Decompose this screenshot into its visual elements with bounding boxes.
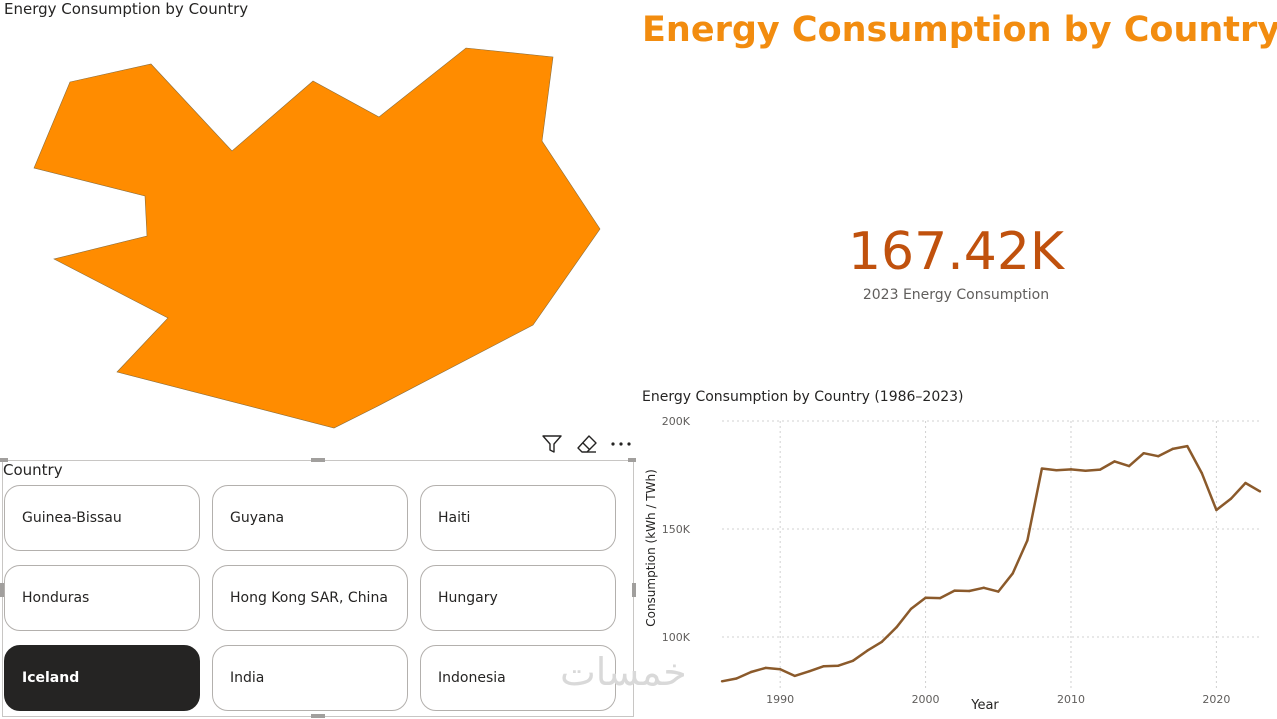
slicer-item-label: Honduras [22, 590, 90, 606]
data-point[interactable] [880, 640, 884, 643]
slicer-item-label: Iceland [22, 670, 80, 686]
x-tick-label: 2010 [1057, 693, 1085, 706]
data-point[interactable] [1098, 468, 1102, 471]
x-tick-label: 2000 [912, 693, 940, 706]
x-tick-label: 1990 [766, 693, 794, 706]
y-gridlines [722, 420, 1260, 638]
slicer-item-label: Haiti [438, 510, 471, 526]
y-tick-label: 150K [662, 523, 691, 536]
kpi-value: 167.42K [847, 222, 1065, 282]
slicer-item-label: Indonesia [438, 670, 506, 686]
data-point[interactable] [1127, 464, 1131, 468]
map-title: Energy Consumption by Country [4, 0, 249, 18]
slicer-item[interactable]: Indonesia [420, 645, 616, 711]
data-point[interactable] [895, 626, 898, 629]
slicer-header: Country [3, 461, 63, 479]
consumption-series-line[interactable] [721, 444, 1261, 683]
data-point[interactable] [967, 589, 971, 593]
page-title: Energy Consumption by Country [642, 10, 1277, 50]
data-point[interactable] [866, 649, 869, 652]
data-point[interactable] [1258, 490, 1262, 493]
country-map[interactable] [0, 20, 620, 435]
data-point[interactable] [778, 667, 782, 671]
data-point[interactable] [1011, 572, 1015, 575]
slicer-item-label: Guyana [230, 510, 285, 526]
data-point[interactable] [1229, 497, 1233, 500]
data-point[interactable] [1026, 539, 1029, 542]
slicer-item[interactable]: Hong Kong SAR, China [212, 565, 408, 631]
line-chart[interactable]: 100K 150K 200K 1990 2000 2010 2020 Year Consu… [640, 408, 1270, 719]
data-point[interactable] [909, 607, 913, 611]
data-point[interactable] [1084, 469, 1087, 472]
resize-handle[interactable] [311, 714, 325, 718]
data-point[interactable] [837, 664, 840, 667]
data-point[interactable] [720, 680, 724, 683]
data-point[interactable] [997, 590, 1000, 593]
data-point[interactable] [851, 659, 855, 662]
data-point[interactable] [1171, 447, 1174, 451]
series-points [720, 444, 1262, 683]
data-point[interactable] [938, 596, 942, 600]
data-point[interactable] [735, 677, 738, 680]
slicer-item[interactable]: Guyana [212, 485, 408, 551]
data-point[interactable] [1244, 481, 1247, 485]
data-point[interactable] [953, 589, 956, 592]
x-gridlines [779, 421, 1217, 691]
data-point[interactable] [1055, 469, 1058, 472]
data-point[interactable] [1113, 460, 1116, 463]
data-point[interactable] [924, 596, 927, 599]
data-point[interactable] [1142, 451, 1145, 455]
filter-icon[interactable] [540, 433, 564, 455]
resize-handle[interactable] [632, 583, 636, 597]
slicer-item[interactable]: Haiti [420, 485, 616, 551]
line-chart-title: Energy Consumption by Country (1986–2023… [642, 389, 964, 405]
x-axis: 1990 2000 2010 2020 [766, 693, 1230, 706]
data-point[interactable] [764, 666, 767, 670]
data-point[interactable] [822, 664, 825, 668]
slicer-item[interactable]: Honduras [4, 565, 200, 631]
data-point[interactable] [1040, 467, 1044, 470]
slicer-item[interactable]: Iceland [4, 645, 200, 711]
slicer-item[interactable]: Hungary [420, 565, 616, 631]
resize-handle[interactable] [628, 458, 636, 462]
data-point[interactable] [793, 674, 796, 678]
kpi-label: 2023 Energy Consumption [862, 287, 1050, 303]
resize-handle[interactable] [0, 583, 4, 597]
slicer-item-label: India [230, 670, 265, 686]
data-point[interactable] [1186, 444, 1189, 448]
watermark: خمسات [560, 650, 687, 694]
data-point[interactable] [1069, 468, 1073, 471]
data-point[interactable] [808, 670, 811, 673]
data-point[interactable] [749, 670, 753, 674]
more-options-icon[interactable] [609, 433, 633, 455]
y-tick-label: 100K [662, 631, 691, 644]
y-tick-label: 200K [662, 415, 691, 428]
data-point[interactable] [1200, 471, 1204, 475]
slicer-item-label: Guinea-Bissau [22, 510, 122, 526]
x-tick-label: 2020 [1202, 693, 1230, 706]
y-axis: 100K 150K 200K [662, 415, 691, 644]
data-point[interactable] [1157, 455, 1160, 458]
resize-handle[interactable] [0, 458, 8, 462]
y-axis-label: Consumption (kWh / TWh) [644, 469, 658, 627]
data-point[interactable] [982, 586, 985, 589]
slicer-item[interactable]: Guinea-Bissau [4, 485, 200, 551]
data-point[interactable] [1215, 508, 1218, 512]
slicer-item-label: Hungary [438, 590, 498, 606]
x-axis-label: Year [970, 698, 999, 713]
resize-handle[interactable] [311, 458, 325, 462]
iceland-shape[interactable] [33, 47, 601, 429]
eraser-icon[interactable] [575, 433, 599, 455]
slicer-item[interactable]: India [212, 645, 408, 711]
slicer-item-label: Hong Kong SAR, China [230, 590, 388, 606]
